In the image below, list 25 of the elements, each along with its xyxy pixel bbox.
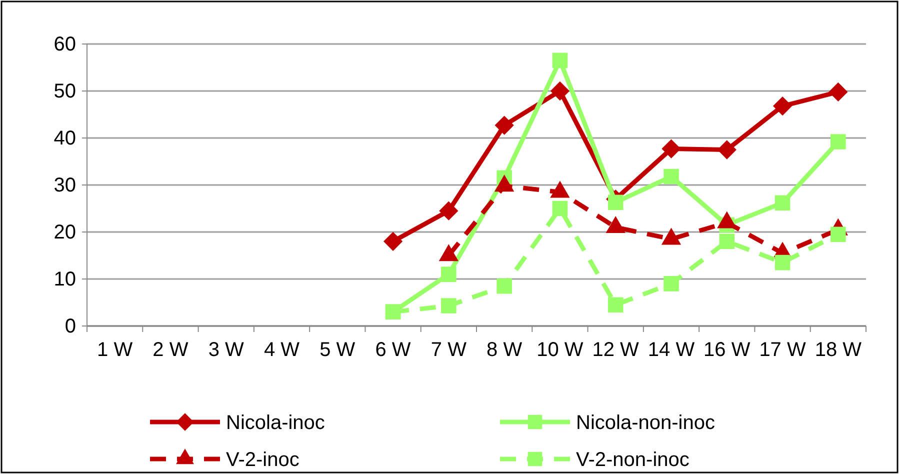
x-tick-label: 7 W — [430, 339, 467, 361]
x-tick-label: 1 W — [97, 339, 133, 361]
x-tick-label: 5 W — [320, 339, 356, 361]
x-tick-label: 16 W — [704, 339, 750, 361]
x-tick-label: 2 W — [152, 339, 188, 361]
x-tick-label: 12 W — [592, 339, 640, 361]
y-tick-label: 10 — [54, 268, 76, 290]
y-tick-label: 30 — [54, 174, 76, 196]
legend-label: Nicola-inoc — [226, 412, 325, 434]
legend-label: V-2-non-inoc — [576, 449, 690, 471]
x-tick-label: 6 W — [375, 339, 411, 361]
x-tick-label: 17 W — [759, 339, 806, 361]
y-tick-label: 0 — [64, 315, 76, 338]
x-tick-label: 10 W — [536, 339, 584, 361]
legend-label: V-2-inoc — [226, 449, 300, 471]
y-tick-label: 50 — [54, 80, 76, 102]
x-tick-label: 18 W — [814, 339, 862, 361]
x-tick-label: 8 W — [486, 339, 522, 361]
x-tick-label: 3 W — [208, 339, 244, 361]
legend-label: Nicola-non-inoc — [576, 412, 715, 434]
y-tick-label: 40 — [54, 127, 76, 150]
y-tick-label: 20 — [54, 221, 76, 244]
x-tick-label: 4 W — [264, 339, 300, 361]
y-tick-label: 60 — [54, 33, 76, 56]
x-tick-label: 14 W — [648, 339, 695, 361]
